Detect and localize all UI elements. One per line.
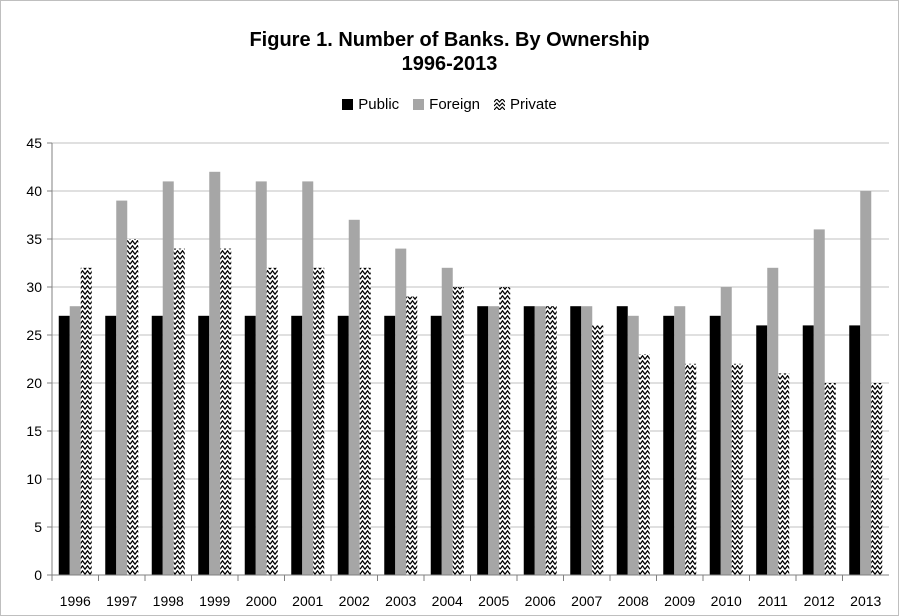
- bar-public-1997: [105, 315, 117, 575]
- x-tick-label: 1996: [60, 593, 91, 609]
- bar-private-2001: [313, 267, 325, 575]
- bar-public-2004: [430, 315, 442, 575]
- bar-private-2002: [359, 267, 371, 575]
- x-tick-label: 2010: [711, 593, 742, 609]
- bar-private-2008: [638, 354, 650, 575]
- bar-private-2004: [452, 287, 464, 575]
- bar-public-2009: [663, 315, 675, 575]
- bar-foreign-2006: [534, 306, 546, 575]
- bar-foreign-1998: [162, 181, 174, 575]
- x-tick-label: 1999: [199, 593, 230, 609]
- legend-entry-public: Public: [342, 96, 399, 113]
- bar-private-2006: [545, 306, 557, 575]
- bar-foreign-2011: [767, 267, 779, 575]
- x-tick-label: 2003: [385, 593, 416, 609]
- bar-foreign-1997: [116, 200, 128, 575]
- bar-foreign-2003: [395, 248, 407, 575]
- bar-foreign-2007: [581, 306, 593, 575]
- bar-private-2012: [824, 383, 836, 575]
- legend-swatch-foreign: [413, 99, 425, 110]
- bar-private-2013: [871, 383, 883, 575]
- legend-label-private: Private: [510, 96, 557, 113]
- legend-label-public: Public: [358, 96, 400, 113]
- legend-label-foreign: Foreign: [429, 96, 481, 113]
- bar-foreign-2000: [255, 181, 267, 575]
- bar-foreign-2012: [813, 229, 825, 575]
- bar-public-2002: [337, 315, 349, 575]
- bar-private-1999: [220, 248, 232, 575]
- bar-foreign-2004: [441, 267, 453, 575]
- bar-foreign-2010: [720, 287, 732, 575]
- bars: [58, 171, 883, 576]
- y-tick-label: 15: [26, 423, 42, 439]
- bar-public-2010: [709, 315, 721, 575]
- y-tick-label: 0: [34, 567, 42, 583]
- gridlines: [47, 142, 889, 576]
- x-tick-label: 2007: [571, 593, 602, 609]
- x-tick-label: 2005: [478, 593, 509, 609]
- bar-foreign-2002: [348, 219, 360, 576]
- bar-foreign-2013: [860, 191, 872, 575]
- bar-public-1998: [151, 315, 163, 575]
- bar-private-2011: [778, 373, 790, 575]
- y-tick-label: 20: [26, 375, 42, 391]
- bar-private-2009: [685, 363, 697, 575]
- legend-swatch-private: [494, 99, 506, 110]
- bar-private-1996: [80, 267, 92, 575]
- bar-foreign-1996: [69, 306, 81, 575]
- y-tick-label: 40: [26, 183, 42, 199]
- x-tick-label: 2013: [850, 593, 881, 609]
- bar-private-2007: [592, 325, 604, 575]
- bar-private-2003: [406, 296, 418, 575]
- x-axis-labels: 1996 1997 1998 1999 2000 2001 2002 2003 2004 2005…: [51, 575, 882, 609]
- y-tick-label: 45: [26, 135, 42, 151]
- bar-foreign-2008: [627, 315, 639, 575]
- bar-private-2005: [499, 287, 511, 575]
- y-axis-labels: 0 5 10 15 20 25 30 35 40 45: [26, 135, 42, 583]
- x-tick-label: 2012: [804, 593, 835, 609]
- x-tick-label: 2008: [618, 593, 649, 609]
- bar-public-1996: [58, 315, 70, 575]
- bar-public-2000: [244, 315, 256, 575]
- bar-foreign-2009: [674, 306, 686, 575]
- bar-public-2001: [291, 315, 303, 575]
- bar-foreign-1999: [209, 171, 221, 576]
- bar-private-2000: [266, 267, 278, 575]
- bar-public-2006: [523, 306, 535, 575]
- legend-swatch-public: [342, 99, 354, 110]
- bar-public-2011: [756, 325, 768, 575]
- bar-public-2003: [384, 315, 396, 575]
- legend: Public Foreign Private: [0, 96, 899, 113]
- chart-subtitle: 1996-2013: [401, 53, 498, 75]
- bar-foreign-2005: [488, 306, 500, 575]
- bar-public-2007: [570, 306, 582, 575]
- x-tick-label: 1997: [106, 593, 137, 609]
- bar-private-2010: [731, 363, 743, 575]
- y-tick-label: 25: [26, 327, 42, 343]
- y-tick-label: 5: [34, 519, 42, 535]
- chart-title: Figure 1. Number of Banks. By Ownership: [249, 29, 650, 51]
- x-tick-label: 2006: [525, 593, 556, 609]
- x-tick-label: 2009: [664, 593, 695, 609]
- y-tick-label: 30: [26, 279, 42, 295]
- bar-foreign-2001: [302, 181, 314, 575]
- bar-public-2008: [616, 306, 628, 575]
- bar-private-1997: [127, 239, 139, 575]
- y-tick-label: 35: [26, 231, 42, 247]
- bar-public-2005: [477, 306, 489, 575]
- x-tick-label: 2000: [246, 593, 277, 609]
- bar-public-2012: [802, 325, 814, 575]
- x-tick-label: 2004: [432, 593, 463, 609]
- y-tick-label: 10: [26, 471, 42, 487]
- bar-private-1998: [173, 248, 185, 575]
- x-tick-label: 1998: [153, 593, 184, 609]
- x-tick-label: 2011: [758, 593, 788, 609]
- legend-entry-private: Private: [494, 96, 557, 113]
- legend-entry-foreign: Foreign: [413, 96, 480, 113]
- x-tick-label: 2001: [292, 593, 323, 609]
- bar-public-2013: [849, 325, 861, 575]
- x-tick-label: 2002: [339, 593, 370, 609]
- bar-public-1999: [198, 315, 210, 575]
